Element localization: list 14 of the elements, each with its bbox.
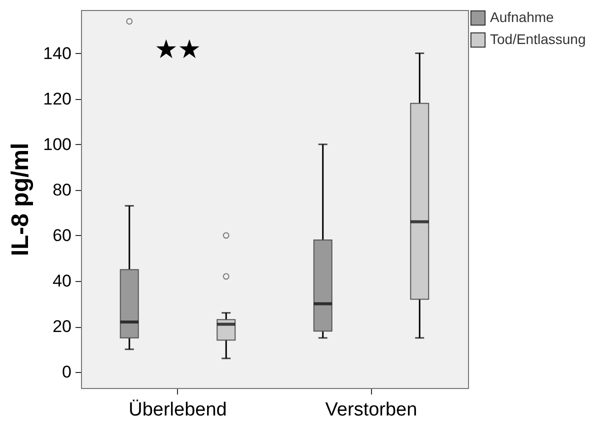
annotation: ★★ (154, 35, 202, 65)
y-tick-label: 60 (52, 226, 72, 245)
x-tick-label: Verstorben (325, 400, 418, 420)
y-tick-label: 40 (52, 271, 72, 290)
y-tick-label: 140 (43, 44, 72, 63)
legend-label: Aufnahme (490, 9, 554, 25)
y-tick-label: 100 (43, 134, 72, 154)
y-tick-label: 20 (52, 317, 72, 336)
y-tick-label: 80 (52, 180, 72, 200)
legend-label: Tod/Entlassung (490, 31, 586, 47)
y-axis-title: IL-8 pg/ml (7, 142, 34, 256)
x-tick-label: Überlebend (128, 400, 227, 420)
y-tick-label: 120 (43, 89, 72, 108)
y-tick-label: 0 (62, 362, 72, 382)
